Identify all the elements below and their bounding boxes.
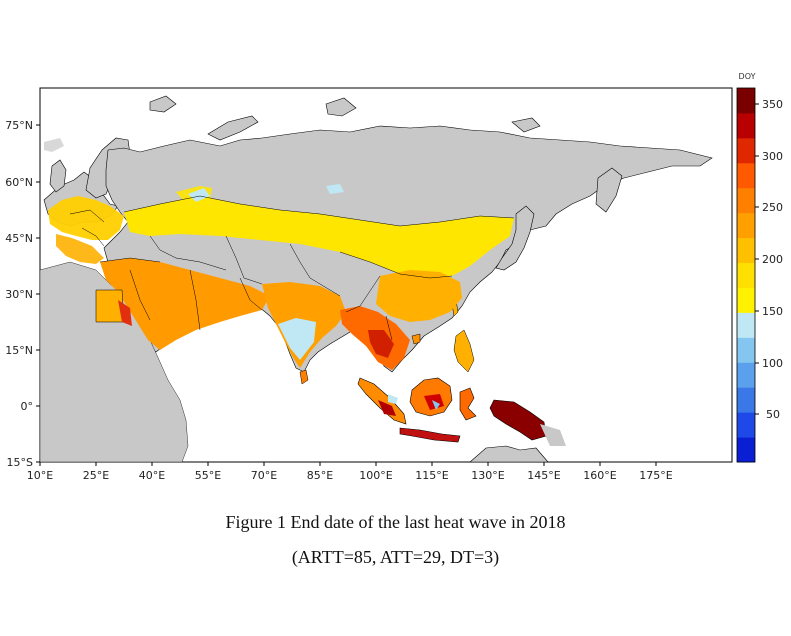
colorbar-frame xyxy=(736,87,756,463)
lon-tick-label: 145°E xyxy=(527,469,560,482)
colorbar-tick-label: 350 xyxy=(762,98,783,111)
field-india-cool xyxy=(278,318,316,360)
field-sumatra-hot xyxy=(378,400,396,416)
lon-tick-label: 40°E xyxy=(139,469,165,482)
colorbar xyxy=(737,88,755,463)
lon-tick-label: 25°E xyxy=(83,469,109,482)
colorbar-unit-label: DOY xyxy=(739,72,756,81)
heat-wave-fields xyxy=(48,184,514,416)
lat-tick-label: 60°N xyxy=(5,176,33,189)
colorbar-ticks xyxy=(755,103,759,415)
heat-wave-map-figure: 75°N 60°N 45°N 30°N 15°N 0° 15°S 10°E 25… xyxy=(5,72,783,482)
lon-tick-label: 115°E xyxy=(415,469,448,482)
country-borders xyxy=(69,195,515,341)
land-africa-north xyxy=(39,261,189,463)
colorbar-segment xyxy=(737,262,755,288)
colorbar-segment xyxy=(737,112,755,139)
field-central-asia xyxy=(124,196,514,278)
colorbar-tick-label: 300 xyxy=(762,150,783,163)
colorbar-segment xyxy=(737,212,755,239)
field-china-south xyxy=(376,270,462,322)
field-europe-south xyxy=(56,234,104,264)
field-indochina-hot xyxy=(368,330,394,358)
colorbar-segment xyxy=(737,312,755,338)
lat-tick-label: 30°N xyxy=(5,288,33,301)
lat-tick-label: 75°N xyxy=(5,119,33,132)
land-australia-north xyxy=(469,445,549,463)
lon-tick-label: 175°E xyxy=(639,469,672,482)
colorbar-segment xyxy=(737,437,755,463)
field-sumatra-cool xyxy=(388,394,398,404)
colorbar-segment xyxy=(737,162,755,189)
lat-tick-label: 15°N xyxy=(5,344,33,357)
land-png-east xyxy=(540,424,566,446)
caption-parameters: (ARTT=85, ATT=29, DT=3) xyxy=(291,547,500,567)
land-kamchatka xyxy=(595,167,623,213)
lon-tick-label: 70°E xyxy=(251,469,277,482)
lon-tick-label: 100°E xyxy=(359,469,392,482)
land-novaya-zemlya xyxy=(207,115,259,141)
latitude-axis: 75°N 60°N 45°N 30°N 15°N 0° 15°S xyxy=(5,119,40,469)
lon-tick-label: 130°E xyxy=(471,469,504,482)
land-hainan xyxy=(411,333,421,345)
lon-tick-label: 55°E xyxy=(195,469,221,482)
land-britain xyxy=(49,159,67,193)
colorbar-tick-label: 100 xyxy=(762,357,783,370)
land-new-siberian xyxy=(511,117,541,133)
colorbar-tick-label: 50 xyxy=(766,408,780,421)
colorbar-segment xyxy=(737,237,755,264)
land-sulawesi xyxy=(459,387,477,421)
longitude-axis: 10°E 25°E 40°E 55°E 70°E 85°E 100°E 115°… xyxy=(27,462,673,482)
colorbar-segment xyxy=(737,362,755,388)
land-philippines xyxy=(453,329,475,373)
lat-tick-label: 15°S xyxy=(7,456,33,469)
land-sri-lanka xyxy=(299,369,309,385)
colorbar-segment xyxy=(737,387,755,413)
field-borneo-cool xyxy=(432,400,440,410)
land-iceland xyxy=(44,138,64,152)
colorbar-tick-label: 250 xyxy=(762,201,783,214)
land-severnaya xyxy=(325,97,357,117)
field-red-sea-hot xyxy=(118,300,132,326)
colorbar-segment xyxy=(737,88,755,114)
land-svalbard xyxy=(149,95,177,113)
land-java xyxy=(399,427,461,443)
caption-title: Figure 1 End date of the last heat wave … xyxy=(225,512,566,532)
lon-tick-label: 85°E xyxy=(307,469,333,482)
colorbar-tick-label: 150 xyxy=(762,305,783,318)
colorbar-segment xyxy=(737,187,755,214)
land-japan xyxy=(495,205,535,271)
land-new-guinea xyxy=(489,399,547,441)
field-west-siberia-cool xyxy=(188,188,210,202)
colorbar-segment xyxy=(737,287,755,313)
colorbar-segment xyxy=(737,337,755,363)
field-europe xyxy=(48,196,124,240)
lon-tick-label: 10°E xyxy=(27,469,53,482)
field-middle-east xyxy=(100,258,270,350)
field-siberia-cool xyxy=(326,184,344,194)
lat-tick-label: 0° xyxy=(21,400,34,413)
colorbar-segment xyxy=(737,412,755,438)
colorbar-tick-label: 200 xyxy=(762,253,783,266)
colorbar-segment xyxy=(737,137,755,164)
figure-caption: Figure 1 End date of the last heat wave … xyxy=(0,512,791,568)
lat-tick-label: 45°N xyxy=(5,232,33,245)
lon-tick-label: 160°E xyxy=(583,469,616,482)
